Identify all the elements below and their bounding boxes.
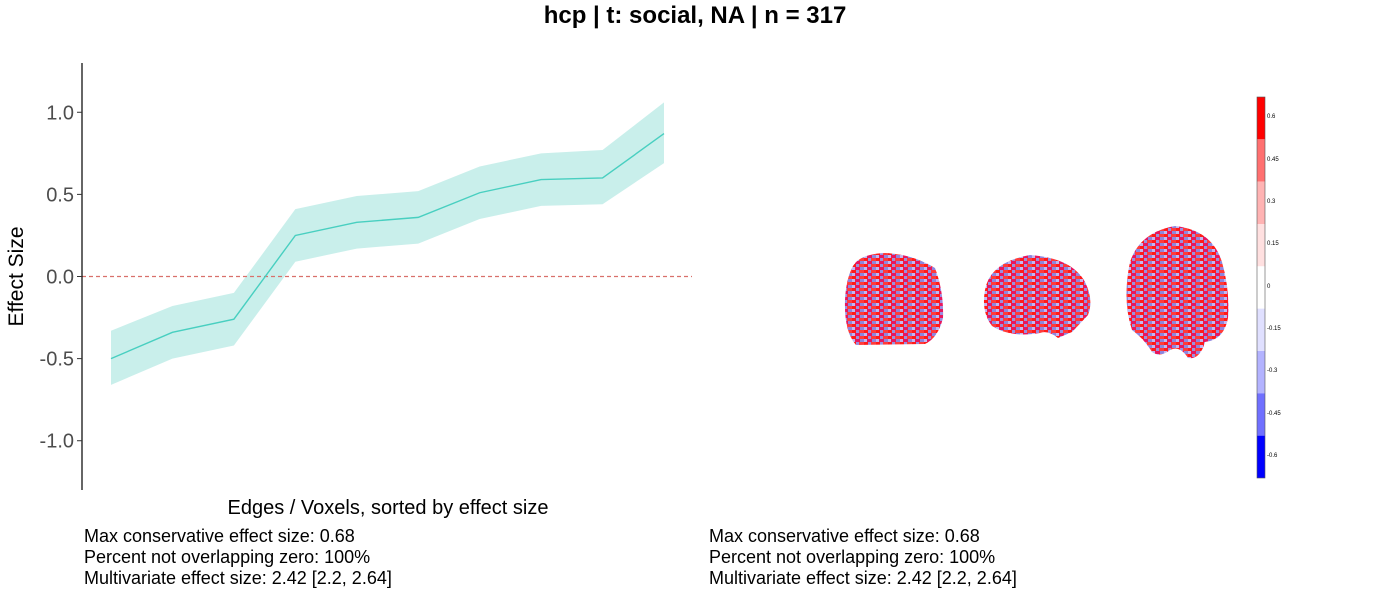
percent-not-overlapping-right: Percent not overlapping zero: 100% [709, 547, 996, 567]
y-ticks: 1.0 0.5 0.0 -0.5 -1.0 [40, 102, 82, 453]
percent-not-overlapping-left: Percent not overlapping zero: 100% [84, 547, 371, 567]
multivariate-effect-left: Multivariate effect size: 2.42 [2.2, 2.6… [84, 568, 392, 588]
y-tick-label: 1.0 [46, 102, 74, 124]
multivariate-effect-right: Multivariate effect size: 2.42 [2.2, 2.6… [709, 568, 1017, 588]
stats-right: Max conservative effect size: 0.68 Perce… [709, 526, 1017, 589]
y-axis-label: Effect Size [5, 227, 28, 327]
colorbar-tick-label: 0.45 [1267, 156, 1279, 163]
brain-sagittal-slice [983, 255, 1091, 338]
x-axis-label: Edges / Voxels, sorted by effect size [228, 497, 549, 519]
colorbar-segment [1257, 308, 1265, 351]
effect-size-line [110, 133, 665, 360]
colorbar-segment [1257, 266, 1265, 309]
colorbar-tick-label: -0.15 [1267, 325, 1281, 332]
brain-axial-slice [1126, 226, 1229, 359]
colorbar-tick-label: -0.3 [1267, 368, 1278, 375]
chart-title: hcp | t: social, NA | n = 317 [543, 2, 847, 29]
colorbar-tick-label: -0.6 [1267, 452, 1278, 459]
colorbar-segment [1257, 97, 1265, 140]
max-conservative-effect-left: Max conservative effect size: 0.68 [84, 526, 355, 546]
stats-left: Max conservative effect size: 0.68 Perce… [84, 526, 392, 589]
colorbar-tick-label: 0.3 [1267, 198, 1276, 205]
colorbar-segment [1257, 393, 1265, 436]
y-tick-label: 0.0 [46, 267, 74, 289]
confidence-band [111, 102, 664, 385]
max-conservative-effect-right: Max conservative effect size: 0.68 [709, 526, 980, 546]
y-tick-label: 0.5 [46, 184, 74, 206]
brain-coronal-slice [844, 253, 944, 345]
colorbar-segment [1257, 435, 1265, 478]
y-tick-label: -0.5 [40, 349, 74, 371]
colorbar-tick-label: 0.6 [1267, 114, 1276, 121]
effect-size-chart: 1.0 0.5 0.0 -0.5 -1.0 Effect Size Edges / Vo… [5, 63, 692, 519]
colorbar-segment [1257, 224, 1265, 267]
colorbar-border [1256, 96, 1266, 479]
colorbar-segment [1257, 181, 1265, 224]
colorbar-tick-label: -0.45 [1267, 410, 1281, 417]
colorbar-tick-label: 0.15 [1267, 241, 1279, 248]
colorbar [1256, 96, 1266, 479]
colorbar-segment [1257, 139, 1265, 182]
y-tick-label: -1.0 [40, 431, 74, 453]
colorbar-tick-label: 0 [1267, 283, 1271, 290]
colorbar-segment [1257, 351, 1265, 394]
